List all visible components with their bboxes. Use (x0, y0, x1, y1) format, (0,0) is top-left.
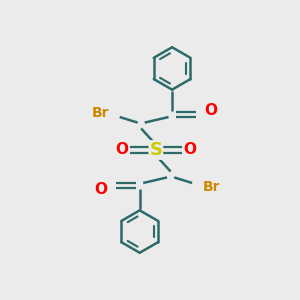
Text: Br: Br (203, 180, 220, 194)
Text: Br: Br (91, 106, 109, 120)
Text: O: O (205, 103, 218, 118)
Text: O: O (94, 182, 107, 197)
Text: S: S (149, 141, 162, 159)
Text: O: O (116, 142, 128, 158)
Text: O: O (183, 142, 196, 158)
